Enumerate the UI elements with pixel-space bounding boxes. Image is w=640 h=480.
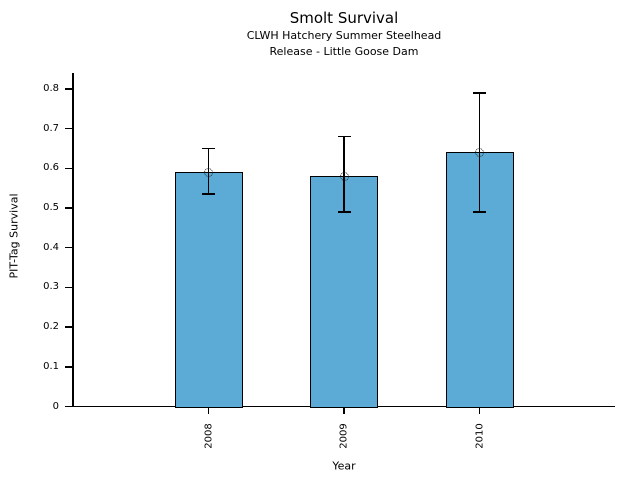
y-tick-label: 0.2 xyxy=(43,321,59,333)
y-tick xyxy=(65,286,72,289)
y-tick xyxy=(65,207,72,209)
x-tick-label: 2009 xyxy=(338,423,350,449)
y-tick-label: 0.7 xyxy=(43,122,59,134)
y-tick-label: 0.3 xyxy=(43,281,59,293)
y-axis-title: PIT-Tag Survival xyxy=(7,193,21,279)
y-tick xyxy=(65,366,72,368)
y-tick-label: 0.5 xyxy=(43,201,59,213)
y-axis-line xyxy=(72,73,74,407)
y-tick-label: 0.1 xyxy=(43,360,59,372)
y-tick xyxy=(65,405,72,408)
error-bar-cap-bottom xyxy=(337,211,351,213)
data-point-marker-icon xyxy=(204,167,213,177)
error-bar-cap-top xyxy=(337,135,351,138)
data-point-marker-icon xyxy=(475,147,484,157)
y-tick xyxy=(65,127,72,130)
chart-subtitle-line-1: CLWH Hatchery Summer Steelhead xyxy=(246,29,442,42)
y-tick xyxy=(65,246,72,249)
title-block: Smolt Survival CLWH Hatchery Summer Stee… xyxy=(73,9,615,60)
bar xyxy=(174,172,243,408)
x-tick xyxy=(478,407,481,414)
y-tick-label: 0 xyxy=(52,400,59,412)
y-tick xyxy=(65,167,72,170)
error-bar-cap-bottom xyxy=(473,211,486,213)
y-tick-label: 0.4 xyxy=(43,241,59,253)
error-bar-cap-top xyxy=(202,147,215,150)
y-tick-label: 0.8 xyxy=(43,82,59,94)
x-tick-label: 2008 xyxy=(203,423,214,449)
x-tick-label: 2010 xyxy=(474,423,485,449)
x-tick xyxy=(343,407,345,414)
data-point-marker-icon xyxy=(339,171,349,181)
x-tick xyxy=(207,407,210,414)
error-bar-cap-bottom xyxy=(202,193,215,195)
x-axis-title: Year xyxy=(332,459,356,473)
y-tick xyxy=(65,88,72,90)
error-bar-cap-top xyxy=(473,92,486,94)
y-tick-label: 0.6 xyxy=(43,162,59,174)
chart-subtitle-line-2: Release - Little Goose Dam xyxy=(269,45,419,58)
chart-title: Smolt Survival xyxy=(289,9,399,27)
y-tick xyxy=(65,326,72,328)
bar xyxy=(310,176,378,408)
